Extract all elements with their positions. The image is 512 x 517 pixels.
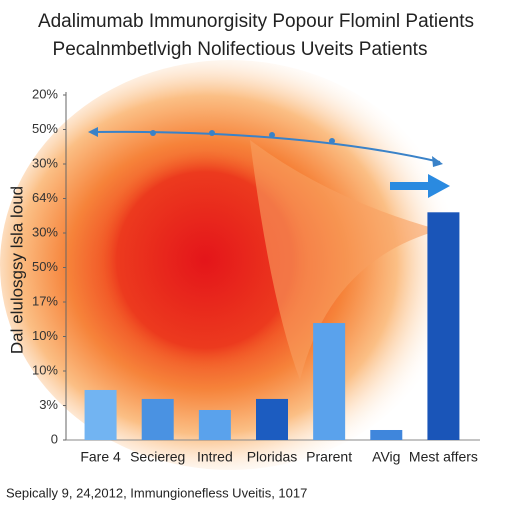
trend-arrow <box>88 127 450 198</box>
bar <box>370 429 403 440</box>
x-tick-label: Fare 4 <box>80 449 121 465</box>
chart-title: Adalimumab Immunorgisity Popour Flominl … <box>38 11 474 32</box>
y-tick-label: 30% <box>32 224 58 239</box>
y-tick-label: 64% <box>32 190 58 205</box>
bar <box>313 323 346 440</box>
y-tick-label: 3% <box>39 397 58 412</box>
bar <box>427 212 460 440</box>
bar <box>198 409 231 440</box>
y-tick-label: 50% <box>32 121 58 136</box>
bar <box>256 398 288 440</box>
y-tick-label: 10% <box>32 328 58 343</box>
y-tick-label: 0 <box>51 431 58 446</box>
x-tick-label: Ploridas <box>247 449 298 465</box>
bar <box>84 389 117 440</box>
chart-subtitle: Pecalnmbetlvigh Nolifectious Uveits Pati… <box>53 39 428 60</box>
y-axis-label: Dal elulosgsy lsla loud <box>7 186 26 354</box>
y-tick-label: 10% <box>32 362 58 377</box>
background-eye <box>0 60 460 470</box>
x-tick-label: Mest affers <box>409 449 478 465</box>
bar <box>141 398 174 440</box>
y-tick-label: 20% <box>32 86 58 101</box>
x-tick-label: Seciereg <box>130 449 185 465</box>
y-tick-label: 17% <box>32 293 58 308</box>
y-tick-label: 50% <box>32 259 58 274</box>
x-tick-label: AVig <box>372 449 400 465</box>
x-tick-label: Prarent <box>306 449 352 465</box>
footnote: Sepically 9, 24,2012, Immungionefless Uv… <box>6 485 307 500</box>
x-tick-label: Intred <box>197 449 233 465</box>
y-tick-label: 30% <box>32 155 58 170</box>
